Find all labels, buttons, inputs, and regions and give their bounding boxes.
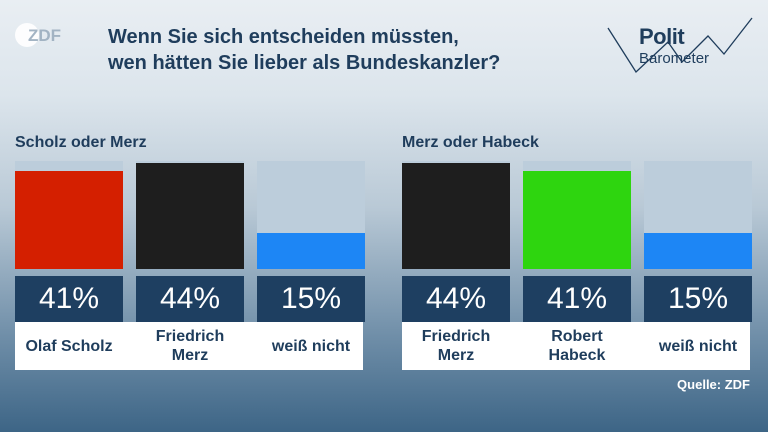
bar-0-0: [15, 161, 123, 269]
bar-fill-0-1: [136, 163, 244, 269]
zdf-logo-text: ZDF: [28, 26, 61, 45]
bar-fill-1-0: [402, 163, 510, 269]
value-label-0-0: 41%: [15, 276, 123, 322]
bar-fill-1-2: [644, 233, 752, 269]
category-label-1-2: weiß nicht: [658, 337, 738, 355]
bar-0-2: [257, 161, 365, 269]
group-title-merz-habeck: Merz oder Habeck: [402, 134, 539, 151]
value-label-0-1: 44%: [136, 276, 244, 322]
polit-text: Polit: [639, 24, 685, 49]
category-label-0-1: Friedrich Merz: [155, 328, 225, 364]
value-label-0-2: 15%: [257, 276, 365, 322]
barometer-text: Barometer: [639, 50, 710, 67]
zdf-logo: ZDF: [14, 22, 76, 48]
labels-band-right: [402, 322, 750, 370]
labels-band-left: [15, 322, 363, 370]
category-label-1-1: Robert Habeck: [548, 328, 606, 364]
politbarometer-zigzag-icon: [607, 17, 753, 74]
group-title-scholz-merz: Scholz oder Merz: [15, 134, 147, 151]
category-label-1-0: Friedrich Merz: [421, 328, 491, 364]
bar-1-1: [523, 161, 631, 269]
source-label: Quelle: ZDF: [677, 377, 750, 392]
category-label-0-0: Olaf Scholz: [25, 337, 113, 355]
value-label-1-2: 15%: [644, 276, 752, 322]
politbarometer-logo: Polit Barometer: [606, 14, 756, 76]
category-label-0-2: weiß nicht: [271, 337, 351, 355]
title-line-1: Wenn Sie sich entscheiden müssten,: [108, 26, 459, 48]
bar-1-0: [402, 161, 510, 269]
bar-fill-0-2: [257, 233, 365, 269]
value-label-1-1: 41%: [523, 276, 631, 322]
bar-1-2: [644, 161, 752, 269]
bar-fill-0-0: [15, 171, 123, 269]
title-line-2: wen hätten Sie lieber als Bundeskanzler?: [108, 52, 501, 74]
bar-fill-1-1: [523, 171, 631, 269]
value-label-1-0: 44%: [402, 276, 510, 322]
bar-0-1: [136, 161, 244, 269]
chart-title: Wenn Sie sich entscheiden müssten, wen h…: [108, 24, 588, 76]
